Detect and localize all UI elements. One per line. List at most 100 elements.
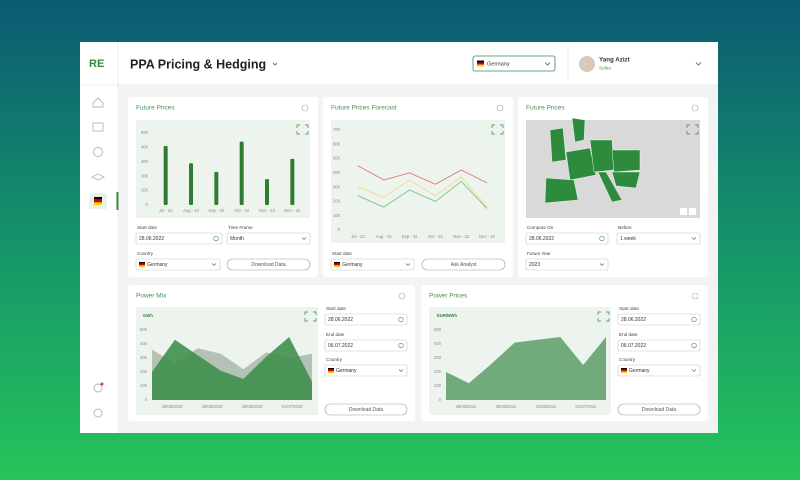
flag-stripe [621, 368, 627, 370]
info-icon[interactable] [691, 292, 699, 300]
x-tick-label: Dec - 22 [479, 234, 495, 239]
field-value: 28.06.2022 [328, 317, 353, 323]
field-label: Before [618, 225, 632, 230]
field-label: Start date [332, 251, 352, 256]
flag-stripe [139, 262, 145, 264]
avatar[interactable] [579, 56, 595, 72]
field-input[interactable] [324, 339, 408, 352]
x-tick-label: 30/06/2022 [242, 404, 264, 409]
field-value: Germany [342, 262, 363, 268]
field-value: Germany [336, 368, 357, 374]
x-tick-label: Oct - 22 [428, 234, 444, 239]
expand-icon[interactable] [491, 124, 504, 135]
country-shape [549, 127, 567, 163]
x-tick-label: 01/07/2022 [576, 404, 598, 409]
card-title: Future Prices Forecast [331, 105, 397, 112]
info-icon[interactable] [301, 104, 309, 112]
expand-icon[interactable] [296, 124, 309, 135]
zoom-out[interactable] [680, 208, 687, 215]
info-icon[interactable] [398, 292, 406, 300]
y-tick-label: 500 [333, 156, 341, 161]
card-title: Future Prices [526, 105, 565, 112]
field-input[interactable] [616, 232, 701, 245]
button-label: Ask Analyst [451, 262, 477, 268]
field-input[interactable] [324, 364, 408, 377]
title-chevron[interactable] [272, 62, 278, 66]
x-tick-label: 01/07/2022 [282, 404, 304, 409]
button-label: Download Data [349, 407, 383, 413]
user-name: Yang Azizt [599, 57, 630, 64]
expand-icon[interactable] [304, 311, 317, 322]
field-label: Start date [619, 306, 639, 311]
button[interactable] [226, 258, 311, 271]
calendar-icon [691, 342, 697, 349]
flag-stripe [621, 369, 627, 372]
field-input[interactable] [617, 313, 701, 326]
field-input[interactable] [617, 339, 701, 352]
y-tick-label: 200 [434, 369, 442, 374]
chevron [211, 263, 217, 266]
unit-label: EUR/MWh [437, 313, 457, 318]
field-value: 28.06.2022 [529, 236, 554, 242]
field-input[interactable] [226, 232, 311, 245]
chart-box [331, 120, 505, 243]
unit-label: GWh [143, 313, 153, 318]
x-tick-label: Nov - 22 [259, 208, 275, 213]
button[interactable] [617, 403, 701, 416]
y-tick-label: 300 [140, 355, 148, 360]
expand-icon[interactable] [597, 311, 610, 322]
y-tick-label: 500 [141, 130, 149, 135]
bar [290, 158, 295, 205]
field-value: 06.07.2022 [328, 343, 353, 349]
field-label: Country [137, 251, 154, 256]
y-tick-label: 100 [333, 213, 341, 218]
button[interactable] [324, 403, 408, 416]
country-shape [544, 177, 579, 204]
field-label: Future Year [527, 251, 551, 256]
field-value: 28.06.2022 [621, 317, 646, 323]
field-label: Time Frame [228, 225, 253, 230]
info-icon[interactable] [691, 104, 699, 112]
field-input[interactable] [525, 258, 609, 271]
calendar-icon [213, 235, 219, 242]
page-title: PPA Pricing & Hedging [130, 57, 266, 71]
field-input[interactable] [330, 258, 415, 271]
x-tick-label: Jul - 22 [351, 234, 365, 239]
chart-box [136, 120, 310, 218]
logo: RE [89, 58, 104, 70]
y-tick-label: 100 [434, 383, 442, 388]
card-title: Future Prices [136, 105, 175, 112]
user-menu-chevron[interactable] [695, 62, 702, 66]
y-tick-label: 200 [141, 173, 149, 178]
calendar-icon [599, 235, 605, 242]
flag-stripe [334, 263, 340, 266]
info-icon[interactable] [496, 104, 504, 112]
y-tick-label: 0 [145, 397, 148, 402]
expand-icon[interactable] [686, 124, 699, 135]
field-value: 06.07.2022 [621, 343, 646, 349]
country-select[interactable] [472, 55, 556, 72]
sidebar-icons [90, 97, 106, 418]
chevron [599, 263, 605, 266]
x-tick-label: Sep - 22 [208, 208, 225, 213]
zoom-in[interactable] [689, 208, 696, 215]
field-input[interactable] [135, 258, 221, 271]
field-label: Start date [326, 306, 346, 311]
flag-stripe [334, 265, 340, 268]
field-input[interactable] [525, 232, 609, 245]
button[interactable] [421, 258, 506, 271]
field-input[interactable] [617, 364, 701, 377]
field-input[interactable] [135, 232, 223, 245]
field-input[interactable] [324, 313, 408, 326]
y-tick-label: 700 [333, 127, 341, 132]
country-shape [571, 117, 586, 143]
field-value: 2023 [529, 262, 540, 268]
country-select-value: Germany [487, 61, 510, 67]
chevron [691, 369, 697, 372]
country-shape [611, 149, 641, 173]
field-label: Country [326, 357, 343, 362]
field-value: Germany [629, 368, 650, 374]
y-tick-label: 600 [333, 141, 341, 146]
bar [265, 179, 269, 205]
area [446, 337, 606, 400]
